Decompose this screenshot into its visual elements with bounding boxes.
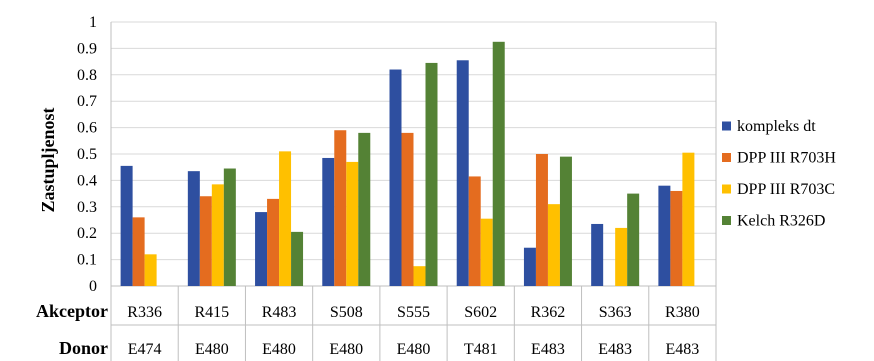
- legend-swatch: [722, 153, 731, 162]
- y-axis-label: Zastupljenost: [38, 107, 58, 212]
- bars: [120, 41, 695, 287]
- bar: [187, 171, 200, 286]
- acceptor-label: R483: [262, 304, 297, 321]
- legend: kompleks dt DPP III R703H DPP III R703C Kel…: [722, 118, 836, 230]
- donor-row-label: Donor: [59, 338, 108, 358]
- bar: [120, 165, 133, 286]
- bar: [559, 156, 572, 286]
- category-table: R336 E474 R415 E480 R483 E480 S508 E480 S555 E480…: [110, 22, 717, 361]
- acceptor-label: S508: [330, 304, 363, 321]
- donor-label: E474: [128, 341, 162, 358]
- bar: [322, 157, 335, 286]
- acceptor-label: S363: [599, 304, 632, 321]
- bar: [425, 62, 438, 286]
- bar: [492, 41, 505, 286]
- legend-swatch: [722, 184, 731, 194]
- bar: [291, 231, 304, 286]
- donor-label: E480: [397, 341, 431, 358]
- bar: [480, 218, 493, 286]
- y-tick-label: 1: [89, 14, 97, 31]
- bar: [334, 130, 347, 286]
- bar: [615, 227, 628, 286]
- legend-label: Kelch R326D: [737, 213, 825, 230]
- y-tick-label: 0.1: [77, 252, 97, 269]
- acceptor-label: R362: [531, 304, 566, 321]
- bar: [211, 184, 224, 286]
- bar: [267, 198, 280, 286]
- bar: [401, 132, 414, 286]
- bar: [627, 193, 640, 286]
- y-tick-label: 0.8: [77, 67, 97, 84]
- bar: [144, 254, 157, 286]
- y-tick-labels: 0 0.1 0.2 0.3 0.4 0.5 0.6 0.7 0.8 0.9 1: [77, 14, 97, 295]
- donor-label: E483: [598, 341, 632, 358]
- donor-label: T481: [464, 341, 498, 358]
- acceptor-label: R415: [194, 304, 229, 321]
- bar: [413, 266, 426, 286]
- bar: [682, 152, 695, 286]
- bar: [389, 69, 402, 287]
- bar: [658, 185, 671, 286]
- y-tick-label: 0.6: [77, 120, 97, 137]
- legend-swatch: [722, 121, 731, 131]
- donor-label: E483: [531, 341, 565, 358]
- y-tick-label: 0: [89, 278, 97, 295]
- acceptor-row-label: Akceptor: [36, 301, 108, 321]
- legend-label: DPP III R703H: [737, 150, 836, 167]
- y-tick-label: 0.9: [77, 40, 97, 57]
- bar: [547, 204, 560, 286]
- bar: [199, 196, 212, 286]
- bar: [468, 176, 481, 286]
- bar: [535, 154, 548, 286]
- donor-label: E480: [262, 341, 296, 358]
- bar: [255, 212, 268, 286]
- legend-swatch: [722, 216, 731, 225]
- bar: [346, 161, 359, 286]
- bar: [523, 247, 536, 286]
- bar: [358, 132, 371, 286]
- donor-label: E483: [665, 341, 699, 358]
- legend-label: DPP III R703C: [737, 181, 835, 198]
- acceptor-label: S602: [464, 304, 497, 321]
- acceptor-label: R336: [127, 304, 162, 321]
- y-tick-label: 0.5: [77, 146, 97, 163]
- legend-label: kompleks dt: [737, 118, 816, 135]
- bar: [456, 60, 469, 286]
- y-tick-label: 0.3: [77, 199, 97, 216]
- donor-label: E480: [195, 341, 229, 358]
- donor-label: E480: [329, 341, 363, 358]
- bar: [591, 223, 604, 286]
- y-tick-label: 0.4: [77, 172, 97, 189]
- bar: [279, 151, 292, 286]
- bar: [670, 190, 683, 286]
- bar: [132, 217, 145, 286]
- bar: [223, 168, 236, 286]
- acceptor-label: R380: [665, 304, 700, 321]
- y-tick-label: 0.2: [77, 225, 97, 242]
- acceptor-label: S555: [397, 304, 430, 321]
- y-tick-label: 0.7: [77, 93, 97, 110]
